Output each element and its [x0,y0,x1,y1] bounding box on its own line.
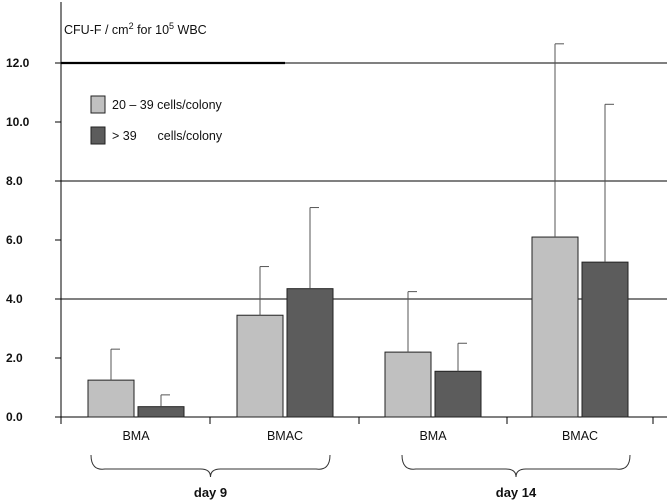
group-label: day 9 [194,485,227,500]
bar [531,236,579,418]
legend-swatch-series-1 [90,95,106,114]
y-tick-label: 12.0 [6,56,30,70]
group-brace [90,454,331,478]
y-tick-label: 4.0 [6,292,23,306]
y-tick-label: 10.0 [6,115,30,129]
bar [434,370,482,418]
group-label: day 14 [496,485,537,500]
x-category-label: BMA [122,429,150,443]
legend-swatch-series-2 [90,126,106,145]
bar [286,288,334,418]
y-tick-label: 0.0 [6,410,23,424]
axis-labels: 0.0 2.0 4.0 6.0 8.0 10.0 12.0 BMA BMAC BMA BMAC day… [6,56,598,500]
bar [137,406,185,418]
legend-label-series-2: > 39 cells/colony [112,129,223,143]
group-braces [90,454,631,478]
x-category-label: BMAC [562,429,598,443]
bar [87,379,135,418]
y-tick-label: 6.0 [6,233,23,247]
legend-label-series-1: 20 – 39 cells/colony [112,98,223,112]
bar [384,351,432,418]
group-brace [401,454,631,478]
bar [581,261,629,418]
legend: 20 – 39 cells/colony > 39 cells/colony [90,95,223,145]
x-category-label: BMAC [267,429,303,443]
bars [87,236,629,418]
bar [236,314,284,418]
x-category-label: BMA [419,429,447,443]
y-tick-label: 8.0 [6,174,23,188]
y-tick-label: 2.0 [6,351,23,365]
y-axis-title: CFU-F / cm2 for 105 WBC [64,21,207,37]
error-bars [110,43,614,407]
